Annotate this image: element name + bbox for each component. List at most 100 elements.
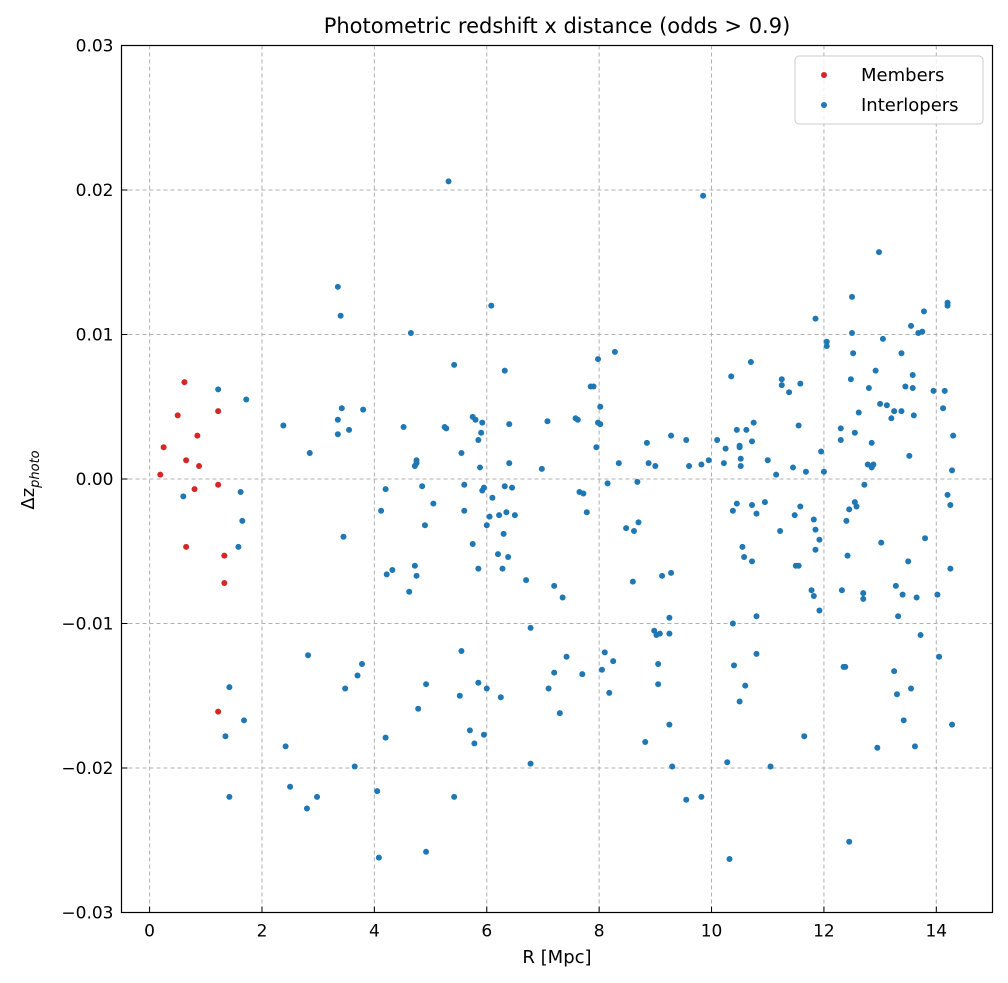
interlopers-point	[545, 685, 552, 692]
members-point	[160, 444, 167, 451]
interlopers-point	[874, 744, 881, 751]
y-tick-label: 0.00	[76, 470, 114, 490]
interlopers-point	[941, 387, 948, 394]
interlopers-point	[642, 738, 649, 745]
interlopers-point	[334, 283, 341, 290]
interlopers-point	[812, 526, 819, 533]
legend-marker-interlopers	[821, 102, 827, 108]
interlopers-point	[451, 793, 458, 800]
interlopers-point	[846, 838, 853, 845]
interlopers-point	[411, 562, 418, 569]
chart-title: Photometric redshift x distance (odds > …	[324, 14, 791, 38]
interlopers-point	[509, 484, 516, 491]
interlopers-point	[837, 425, 844, 432]
interlopers-point	[494, 551, 501, 558]
interlopers-point	[802, 468, 809, 475]
interlopers-point	[906, 452, 913, 459]
interlopers-point	[724, 759, 731, 766]
interlopers-point	[563, 653, 570, 660]
interlopers-point	[895, 613, 902, 620]
legend-label-interlopers: Interlopers	[861, 95, 959, 116]
interlopers-point	[917, 632, 924, 639]
interlopers-point	[790, 464, 797, 471]
interlopers-point	[750, 419, 757, 426]
interlopers-point	[742, 682, 749, 689]
grid-lines	[121, 45, 993, 913]
interlopers-point	[947, 565, 954, 572]
interlopers-point	[736, 444, 743, 451]
interlopers-point	[747, 358, 754, 365]
x-tick-label: 10	[701, 922, 723, 942]
x-tick-label: 6	[481, 922, 492, 942]
interlopers-point	[947, 502, 954, 509]
interlopers-point	[382, 486, 389, 493]
interlopers-point	[375, 854, 382, 861]
members-point	[221, 552, 228, 559]
members-point	[196, 462, 203, 469]
interlopers-point	[237, 489, 244, 496]
interlopers-point	[583, 509, 590, 516]
members-point	[181, 379, 188, 386]
interlopers-point	[590, 383, 597, 390]
interlopers-point	[936, 653, 943, 660]
interlopers-point	[733, 500, 740, 507]
interlopers-point	[786, 389, 793, 396]
interlopers-point	[523, 577, 530, 584]
interlopers-point	[922, 535, 929, 542]
interlopers-point	[635, 519, 642, 526]
interlopers-point	[479, 419, 486, 426]
interlopers-point	[595, 356, 602, 363]
x-tick-label: 2	[257, 922, 268, 942]
interlopers-point	[500, 530, 507, 537]
interlopers-point	[668, 569, 675, 576]
interlopers-point	[415, 705, 422, 712]
interlopers-point	[222, 733, 229, 740]
interlopers-point	[900, 717, 907, 724]
interlopers-point	[849, 330, 856, 337]
interlopers-point	[593, 444, 600, 451]
interlopers-point	[656, 630, 663, 637]
interlopers-point	[910, 412, 917, 419]
interlopers-point	[899, 591, 906, 598]
interlopers-point	[382, 734, 389, 741]
interlopers-point	[853, 503, 860, 510]
interlopers-point	[413, 572, 420, 579]
y-tick-label: −0.03	[61, 904, 113, 924]
interlopers-point	[483, 522, 490, 529]
interlopers-point	[604, 480, 611, 487]
interlopers-point	[579, 671, 586, 678]
interlopers-point	[949, 721, 956, 728]
interlopers-point	[733, 426, 740, 433]
interlopers-point	[643, 439, 650, 446]
interlopers-point	[705, 457, 712, 464]
interlopers-point	[944, 491, 951, 498]
interlopers-point	[499, 565, 506, 572]
interlopers-point	[378, 507, 385, 514]
interlopers-point	[737, 455, 744, 462]
interlopers-point	[421, 522, 428, 529]
interlopers-point	[868, 439, 875, 446]
interlopers-point	[797, 503, 804, 510]
interlopers-point	[305, 652, 312, 659]
y-axis-label: Δzphoto	[18, 450, 43, 509]
interlopers-point	[226, 684, 233, 691]
interlopers-point	[700, 192, 707, 199]
interlopers-point	[743, 426, 750, 433]
interlopers-point	[634, 478, 641, 485]
interlopers-point	[736, 698, 743, 705]
interlopers-point	[872, 367, 879, 374]
interlopers-point	[354, 672, 361, 679]
interlopers-point	[720, 460, 727, 467]
interlopers-point	[714, 436, 721, 443]
interlopers-point	[406, 588, 413, 595]
interlopers-point	[458, 647, 465, 654]
interlopers-point	[666, 630, 673, 637]
interlopers-point	[306, 449, 313, 456]
interlopers-point	[501, 367, 508, 374]
y-axis-label-main: Δz	[18, 488, 39, 510]
interlopers-point	[400, 423, 407, 430]
interlopers-point	[919, 328, 926, 335]
interlopers-point	[630, 528, 637, 535]
interlopers-point	[909, 371, 916, 378]
